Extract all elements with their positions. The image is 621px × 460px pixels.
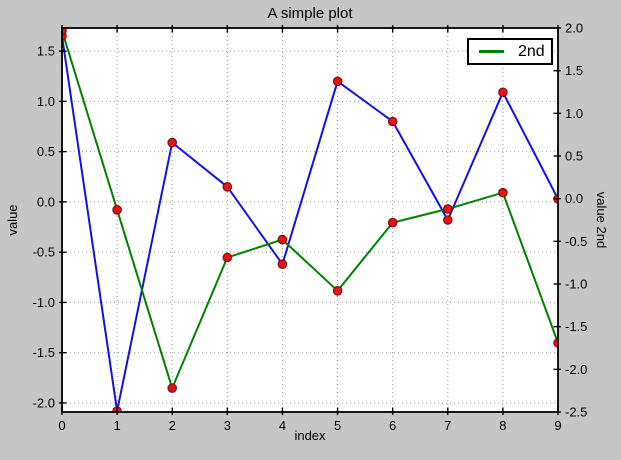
y-tick-label-right: 0.5 [565,149,583,164]
legend: 2nd [467,38,553,65]
y-tick-label-right: 2.0 [565,21,583,36]
x-tick-label: 2 [169,418,176,433]
y-tick-label-left: 0.0 [37,194,55,209]
y-tick-label-right: -0.5 [565,234,587,249]
data-point-marker [222,252,233,263]
legend-label: 2nd [518,42,545,60]
x-tick-label: 4 [279,418,286,433]
y-tick-label-left: -1.0 [33,295,55,310]
data-point-marker [167,383,177,393]
data-point-marker [498,187,508,198]
x-tick-label: 6 [389,418,396,433]
data-point-marker [112,205,122,215]
y-tick-label-right: -2.0 [565,362,587,377]
y-tick-label-left: 0.5 [37,144,55,159]
data-point-marker [332,76,343,87]
y-tick-label-right: 1.0 [565,106,583,121]
x-tick-label: 3 [224,418,231,433]
y-tick-label-left: -2.0 [33,395,55,410]
series-line-2nd [62,30,558,390]
legend-line-sample [479,50,504,53]
data-point-marker [277,259,288,269]
data-point-marker [498,87,508,98]
data-point-marker [62,28,67,36]
x-tick-label: 7 [444,418,451,433]
data-point-marker [332,285,343,296]
x-tick-label: 5 [334,418,341,433]
y-tick-label-left: 1.5 [37,44,55,59]
data-point-marker [442,204,453,214]
y-tick-label-right: 1.5 [565,63,583,78]
plot-area [62,28,558,412]
x-tick-label: 8 [499,418,506,433]
data-point-marker [167,137,177,148]
chart-title: A simple plot [267,5,353,22]
y-tick-label-right: -1.0 [565,277,587,292]
y-axis-label-right: value 2nd [594,191,609,249]
x-tick-label: 0 [58,418,65,433]
series-line-value [62,35,558,412]
data-point-marker [277,234,288,245]
tick-marks [59,25,561,415]
y-tick-label-right: -2.5 [565,405,587,420]
data-point-marker [442,215,453,225]
data-point-marker [387,217,398,228]
x-tick-label: 9 [554,418,561,433]
data-point-marker [222,182,233,192]
y-tick-label-left: -1.5 [33,345,55,360]
axes-frame [61,27,559,413]
y-axis-label-left: value [5,204,20,236]
y-tick-label-left: -0.5 [33,245,55,260]
x-tick-label: 1 [113,418,120,433]
x-axis-label: index [294,428,326,443]
y-tick-label-right: 0.0 [565,191,583,206]
data-point-marker [387,116,398,127]
y-tick-label-right: -1.5 [565,319,587,334]
y-tick-label-left: 1.0 [37,94,55,109]
